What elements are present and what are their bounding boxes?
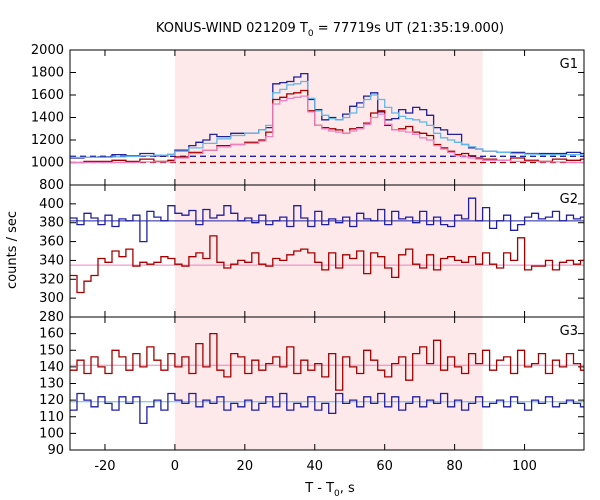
y-tick-label: 300 xyxy=(39,291,64,306)
panel-frame xyxy=(69,316,585,451)
y-tick-label: 150 xyxy=(39,343,64,358)
y-tick-label: 120 xyxy=(39,393,64,408)
y-tick-label: 360 xyxy=(39,235,64,250)
y-tick-label: 140 xyxy=(39,360,64,375)
y-tick-label: 90 xyxy=(47,443,64,458)
x-tick-label: 60 xyxy=(376,459,393,474)
y-tick-label: 2000 xyxy=(31,43,64,58)
y-tick-label: 110 xyxy=(39,410,64,425)
series-cyan xyxy=(70,80,584,159)
panel-g1: 800 1000 1200 1400 1600 1800 2000 G1 xyxy=(31,43,585,193)
panels-group: 800100012001400160018002000G128030032034… xyxy=(31,43,585,474)
panel-label: G2 xyxy=(560,192,578,207)
y-tick-label: 1400 xyxy=(31,111,64,126)
y-axis-title: counts / sec xyxy=(5,211,20,289)
series-red xyxy=(70,89,584,164)
x-tick-label: -20 xyxy=(94,459,115,474)
series-red xyxy=(70,235,584,294)
chart-title: KONUS-WIND 021209 T0 = 77719s UT (21:35:… xyxy=(156,21,504,39)
panel-label: G3 xyxy=(560,324,578,339)
y-tick-label: 380 xyxy=(39,216,64,231)
y-tick-label: 800 xyxy=(39,178,64,193)
series-blue xyxy=(70,197,584,243)
x-tick-label: 40 xyxy=(306,459,323,474)
highlight-interval xyxy=(174,317,483,450)
y-tick-label: 1200 xyxy=(31,133,64,148)
y-tick-label: 280 xyxy=(39,310,64,325)
panel-label: G1 xyxy=(560,57,578,72)
y-tick-label: 1600 xyxy=(31,88,64,103)
series-red xyxy=(70,332,584,391)
x-axis-title: T - T0, s xyxy=(304,481,355,499)
x-tick-label: 80 xyxy=(446,459,463,474)
y-tick-label: 100 xyxy=(39,426,64,441)
x-tick-label: 100 xyxy=(512,459,537,474)
panel-g2: 280 300 320 340 360 380 400 G2 xyxy=(39,184,585,325)
y-tick-label: 1800 xyxy=(31,66,64,81)
y-tick-label: 400 xyxy=(39,197,64,212)
x-tick-label: 20 xyxy=(237,459,254,474)
series-blue xyxy=(70,392,584,425)
y-tick-label: 340 xyxy=(39,253,64,268)
y-tick-label: 130 xyxy=(39,377,64,392)
y-tick-label: 320 xyxy=(39,272,64,287)
x-tick-label: 0 xyxy=(171,459,179,474)
y-tick-label: 1000 xyxy=(31,156,64,171)
highlight-interval xyxy=(174,185,483,317)
series-pink xyxy=(70,95,584,164)
y-tick-label: 160 xyxy=(39,327,64,342)
